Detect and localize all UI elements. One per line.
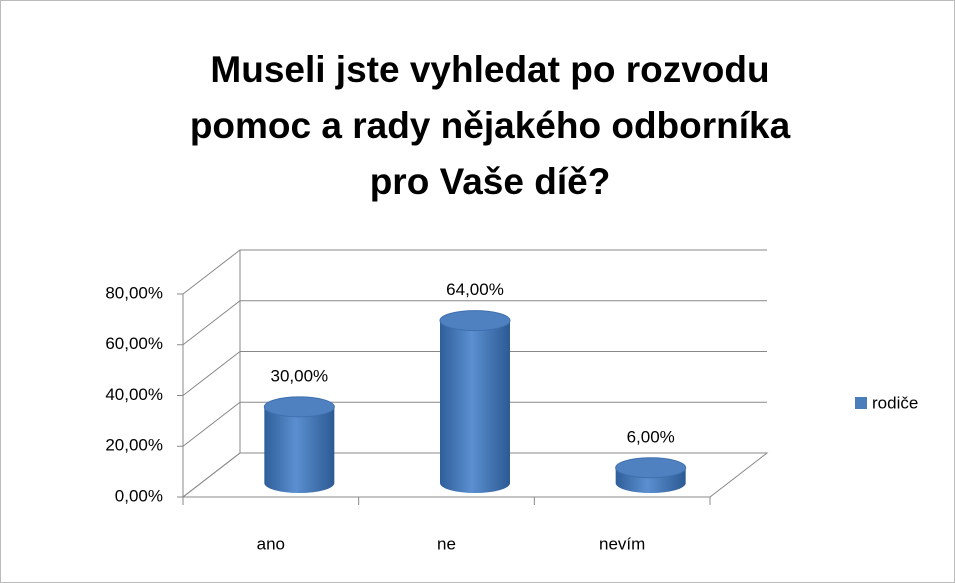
legend-label: rodiče bbox=[872, 393, 918, 412]
bar-top bbox=[615, 457, 687, 479]
legend-swatch bbox=[855, 397, 867, 409]
grid-line bbox=[182, 452, 767, 498]
data-label: 6,00% bbox=[627, 427, 675, 446]
data-label: 64,00% bbox=[446, 280, 504, 299]
y-tick-label: 80,00% bbox=[105, 283, 163, 302]
y-tick-label: 0,00% bbox=[115, 486, 163, 505]
y-tick-label: 40,00% bbox=[105, 385, 163, 404]
x-tick-label: nevím bbox=[599, 534, 645, 553]
chart-title: pro Vaše díě? bbox=[370, 161, 611, 202]
data-label: 30,00% bbox=[270, 366, 328, 385]
bar bbox=[440, 320, 510, 493]
bar-top bbox=[263, 396, 335, 418]
grid-line bbox=[182, 300, 767, 346]
y-tick-label: 20,00% bbox=[105, 436, 163, 455]
grid-line bbox=[182, 249, 767, 295]
y-tick-label: 60,00% bbox=[105, 334, 163, 353]
grid-line bbox=[182, 401, 767, 447]
x-tick-label: ano bbox=[257, 534, 285, 553]
bar bbox=[264, 406, 335, 493]
chart-title: Museli jste vyhledat po rozvodu bbox=[210, 49, 769, 90]
bar-top bbox=[439, 310, 511, 332]
chart-title: pomoc a rady nějakého odborníka bbox=[190, 105, 791, 146]
grid-line bbox=[182, 351, 767, 396]
x-tick-label: ne bbox=[437, 534, 456, 553]
